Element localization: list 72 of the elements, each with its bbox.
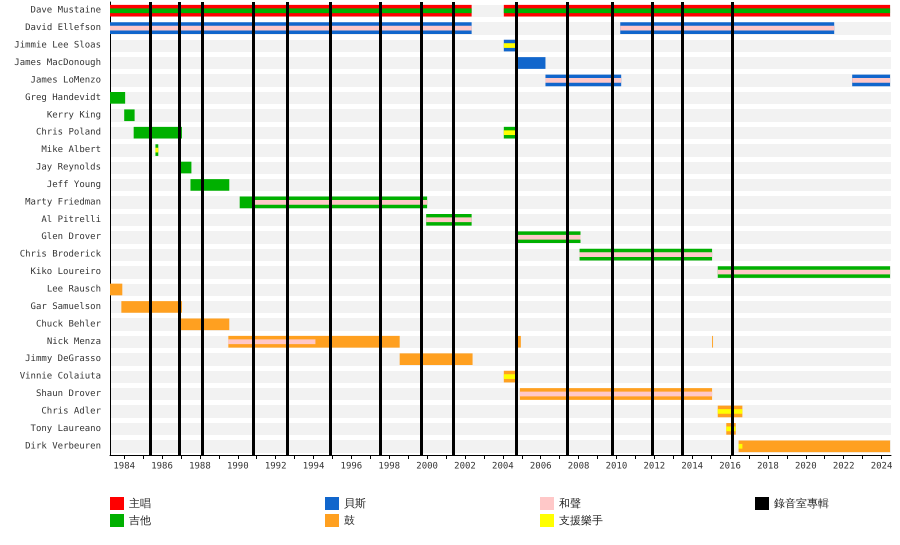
bar (518, 336, 521, 348)
bar (620, 26, 834, 30)
x-tick-label: 2014 (681, 462, 704, 472)
x-tick-label: 1990 (226, 462, 249, 472)
x-tick-label: 1984 (113, 462, 136, 472)
y-tick-label: Nick Menza (46, 336, 101, 347)
y-tick-label: Jimmy DeGrasso (25, 354, 101, 364)
x-tick-label: 1998 (378, 462, 400, 472)
legend-label: 貝斯 (344, 497, 366, 510)
bar (738, 440, 890, 452)
x-tick-label: 2006 (530, 462, 552, 472)
bar (520, 392, 712, 396)
bar (181, 162, 192, 174)
legend-label: 鼓 (344, 514, 355, 527)
x-tick-label: 1986 (151, 462, 173, 472)
x-tick-label: 1996 (340, 462, 362, 472)
y-tick-label: James MacDonough (14, 58, 101, 68)
bar (155, 148, 158, 152)
y-tick-label: Lee Rausch (46, 284, 101, 294)
y-tick-label: Chris Broderick (20, 250, 102, 260)
legend-label: 錄音室專輯 (774, 497, 829, 510)
y-tick-label: Greg Handevidt (25, 92, 101, 103)
x-tick-label: 2022 (832, 462, 855, 472)
y-tick-label: Jimmie Lee Sloas (14, 40, 101, 51)
bar (190, 179, 230, 191)
x-tick-label: 1992 (264, 462, 287, 472)
bar (718, 270, 890, 274)
y-tick-label: Dirk Verbeuren (25, 441, 101, 452)
legend-label: 吉他 (129, 514, 151, 527)
y-tick-label: Al Pitrelli (41, 214, 101, 225)
y-tick-label: Glen Drover (41, 232, 102, 242)
bar (852, 78, 890, 83)
y-tick-label: Mike Albert (41, 145, 101, 156)
x-tick-label: 2002 (454, 462, 476, 472)
y-tick-label: James LoMenzo (30, 75, 101, 86)
legend-label: 和聲 (559, 497, 581, 510)
x-tick-label: 2018 (757, 462, 779, 472)
y-tick-label: David Ellefson (25, 23, 101, 34)
bar (518, 234, 580, 240)
x-tick-label: 2000 (416, 462, 438, 472)
y-tick-label: Gar Samuelson (30, 302, 101, 312)
bar (110, 284, 122, 296)
legend-label: 主唱 (129, 497, 151, 510)
bar (545, 78, 622, 83)
x-tick-label: 2004 (492, 462, 514, 472)
bar (518, 57, 546, 69)
x-tick-label: 2020 (794, 462, 817, 472)
x-tick-label: 1994 (302, 462, 324, 472)
y-tick-label: Jeff Young (46, 180, 101, 190)
y-tick-label: Kerry King (46, 110, 101, 120)
bar (181, 318, 230, 330)
y-tick-label: Jay Reynolds (36, 162, 101, 173)
y-tick-label: Vinnie Colaiuta (20, 372, 101, 382)
y-tick-label: Marty Friedman (25, 197, 101, 208)
y-tick-label: Chris Adler (41, 406, 102, 416)
x-tick-label: 2008 (568, 462, 590, 472)
y-tick-label: Chuck Behler (36, 319, 102, 330)
bar (110, 92, 126, 104)
y-tick-label: Kiko Loureiro (30, 267, 101, 278)
x-tick-label: 2012 (643, 462, 666, 472)
bar (400, 353, 473, 366)
x-tick-label: 1988 (189, 462, 211, 472)
y-tick-label: Chris Poland (36, 128, 101, 138)
y-tick-label: Dave Mustaine (30, 6, 101, 16)
x-tick-label: 2016 (719, 462, 741, 472)
y-tick-label: Shaun Drover (36, 389, 102, 400)
x-tick-label: 2024 (870, 462, 892, 472)
legend-label: 支援樂手 (559, 514, 603, 527)
bar (738, 444, 742, 449)
x-tick-label: 2010 (606, 462, 628, 472)
bar (124, 109, 135, 122)
y-tick-label: Tony Laureano (30, 424, 101, 434)
